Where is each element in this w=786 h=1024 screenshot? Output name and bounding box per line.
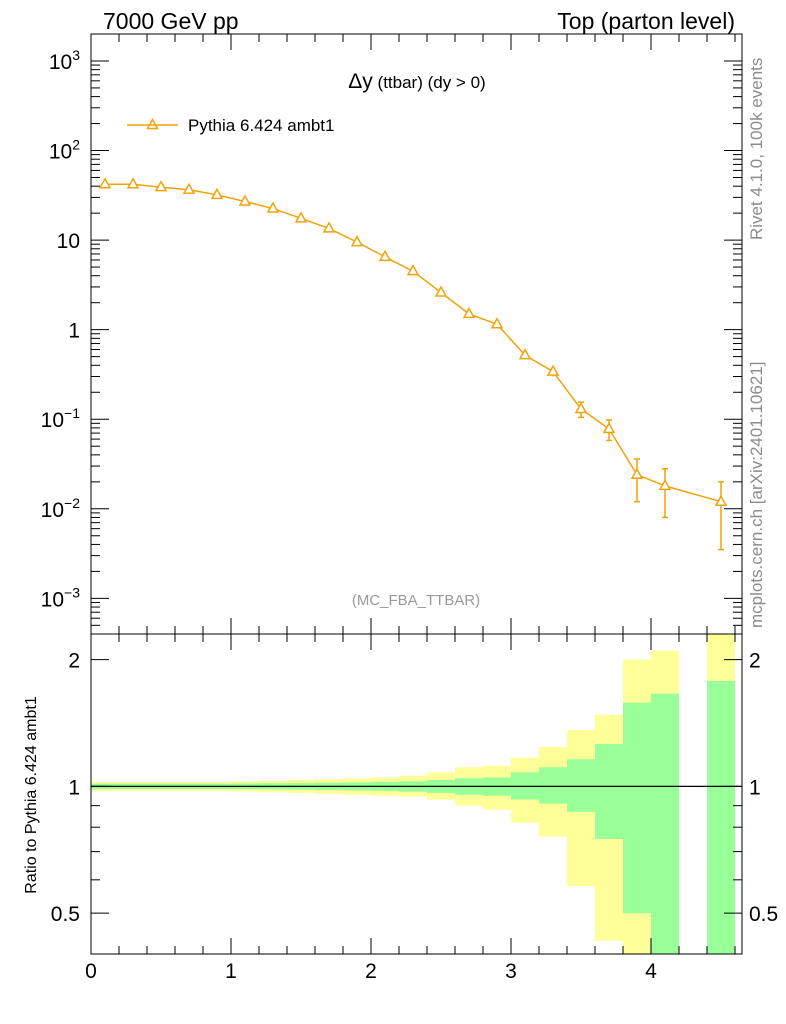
ratio-frame bbox=[90, 633, 743, 955]
header-left: 7000 GeV pp bbox=[103, 8, 239, 34]
rivet-label: Rivet 4.1.0, 100k events bbox=[747, 58, 766, 240]
data-point bbox=[434, 285, 448, 297]
data-point bbox=[294, 211, 308, 223]
x-tick-label: 2 bbox=[365, 960, 377, 983]
y-tick-label: 102 bbox=[49, 137, 80, 164]
y-tick-label: 1 bbox=[68, 320, 80, 343]
data-point bbox=[658, 478, 672, 491]
ratio-ticks: 0.5 0.5 1 1 2 2 0 1 2 3 4 bbox=[51, 634, 778, 983]
x-tick-label: 1 bbox=[225, 960, 237, 983]
y-tick-label: 10 bbox=[57, 230, 80, 253]
data-point bbox=[602, 421, 616, 434]
ratio-band-inner bbox=[539, 767, 567, 804]
title-rest: (ttbar) (dy > 0) bbox=[373, 73, 486, 92]
data-point bbox=[714, 494, 728, 506]
ratio-y-tick-label-right: 0.5 bbox=[749, 903, 778, 926]
data-point bbox=[126, 177, 140, 189]
main-series bbox=[98, 177, 728, 551]
ratio-band-inner bbox=[595, 744, 623, 840]
ratio-band-inner bbox=[567, 759, 595, 812]
y-tick-label: 10−3 bbox=[41, 584, 81, 611]
data-point bbox=[378, 249, 392, 262]
data-point bbox=[154, 180, 168, 192]
data-point bbox=[182, 182, 196, 194]
data-point bbox=[350, 235, 364, 247]
watermark-label: (MC_FBA_TTBAR) bbox=[352, 592, 480, 609]
data-point bbox=[322, 221, 336, 233]
y-tick-label: 10−2 bbox=[41, 495, 81, 522]
ratio-y-tick-label-left: 2 bbox=[68, 650, 80, 673]
ratio-y-tick-label-right: 2 bbox=[749, 650, 761, 673]
x-tick-label: 0 bbox=[85, 960, 97, 983]
y-tick-label: 103 bbox=[49, 47, 80, 74]
ratio-ylabel: Ratio to Pythia 6.424 ambt1 bbox=[23, 696, 40, 894]
ratio-y-tick-label-left: 0.5 bbox=[51, 903, 80, 926]
data-point bbox=[630, 467, 644, 479]
data-point bbox=[490, 317, 504, 329]
mcplots-label: mcplots.cern.ch [arXiv:2401.10621] bbox=[747, 362, 766, 628]
data-point bbox=[574, 401, 588, 414]
data-point bbox=[406, 264, 420, 276]
ratio-y-tick-label-left: 1 bbox=[68, 776, 80, 799]
data-point bbox=[266, 201, 280, 213]
data-point bbox=[98, 177, 112, 189]
data-point bbox=[210, 187, 224, 200]
ratio-band-inner bbox=[707, 680, 735, 954]
legend-label: Pythia 6.424 ambt1 bbox=[188, 116, 334, 135]
legend: Pythia 6.424 ambt1 bbox=[127, 116, 334, 135]
ratio-band-inner bbox=[623, 702, 651, 914]
x-tick-label: 3 bbox=[505, 960, 517, 983]
legend-marker-triangle-icon bbox=[146, 117, 159, 130]
data-point bbox=[238, 194, 252, 206]
header-right: Top (parton level) bbox=[557, 8, 735, 34]
ratio-y-tick-label-right: 1 bbox=[749, 776, 761, 799]
y-tick-label: 10−1 bbox=[41, 405, 81, 432]
data-point bbox=[518, 348, 532, 360]
title-symbol: Δy bbox=[348, 70, 373, 93]
series-line bbox=[105, 183, 722, 503]
ratio-bands bbox=[91, 634, 742, 954]
x-tick-label: 4 bbox=[645, 960, 657, 983]
data-point bbox=[546, 364, 560, 376]
plot-title: Δy (ttbar) (dy > 0) bbox=[348, 70, 485, 93]
ratio-band-inner bbox=[651, 693, 679, 954]
data-point bbox=[462, 306, 476, 319]
